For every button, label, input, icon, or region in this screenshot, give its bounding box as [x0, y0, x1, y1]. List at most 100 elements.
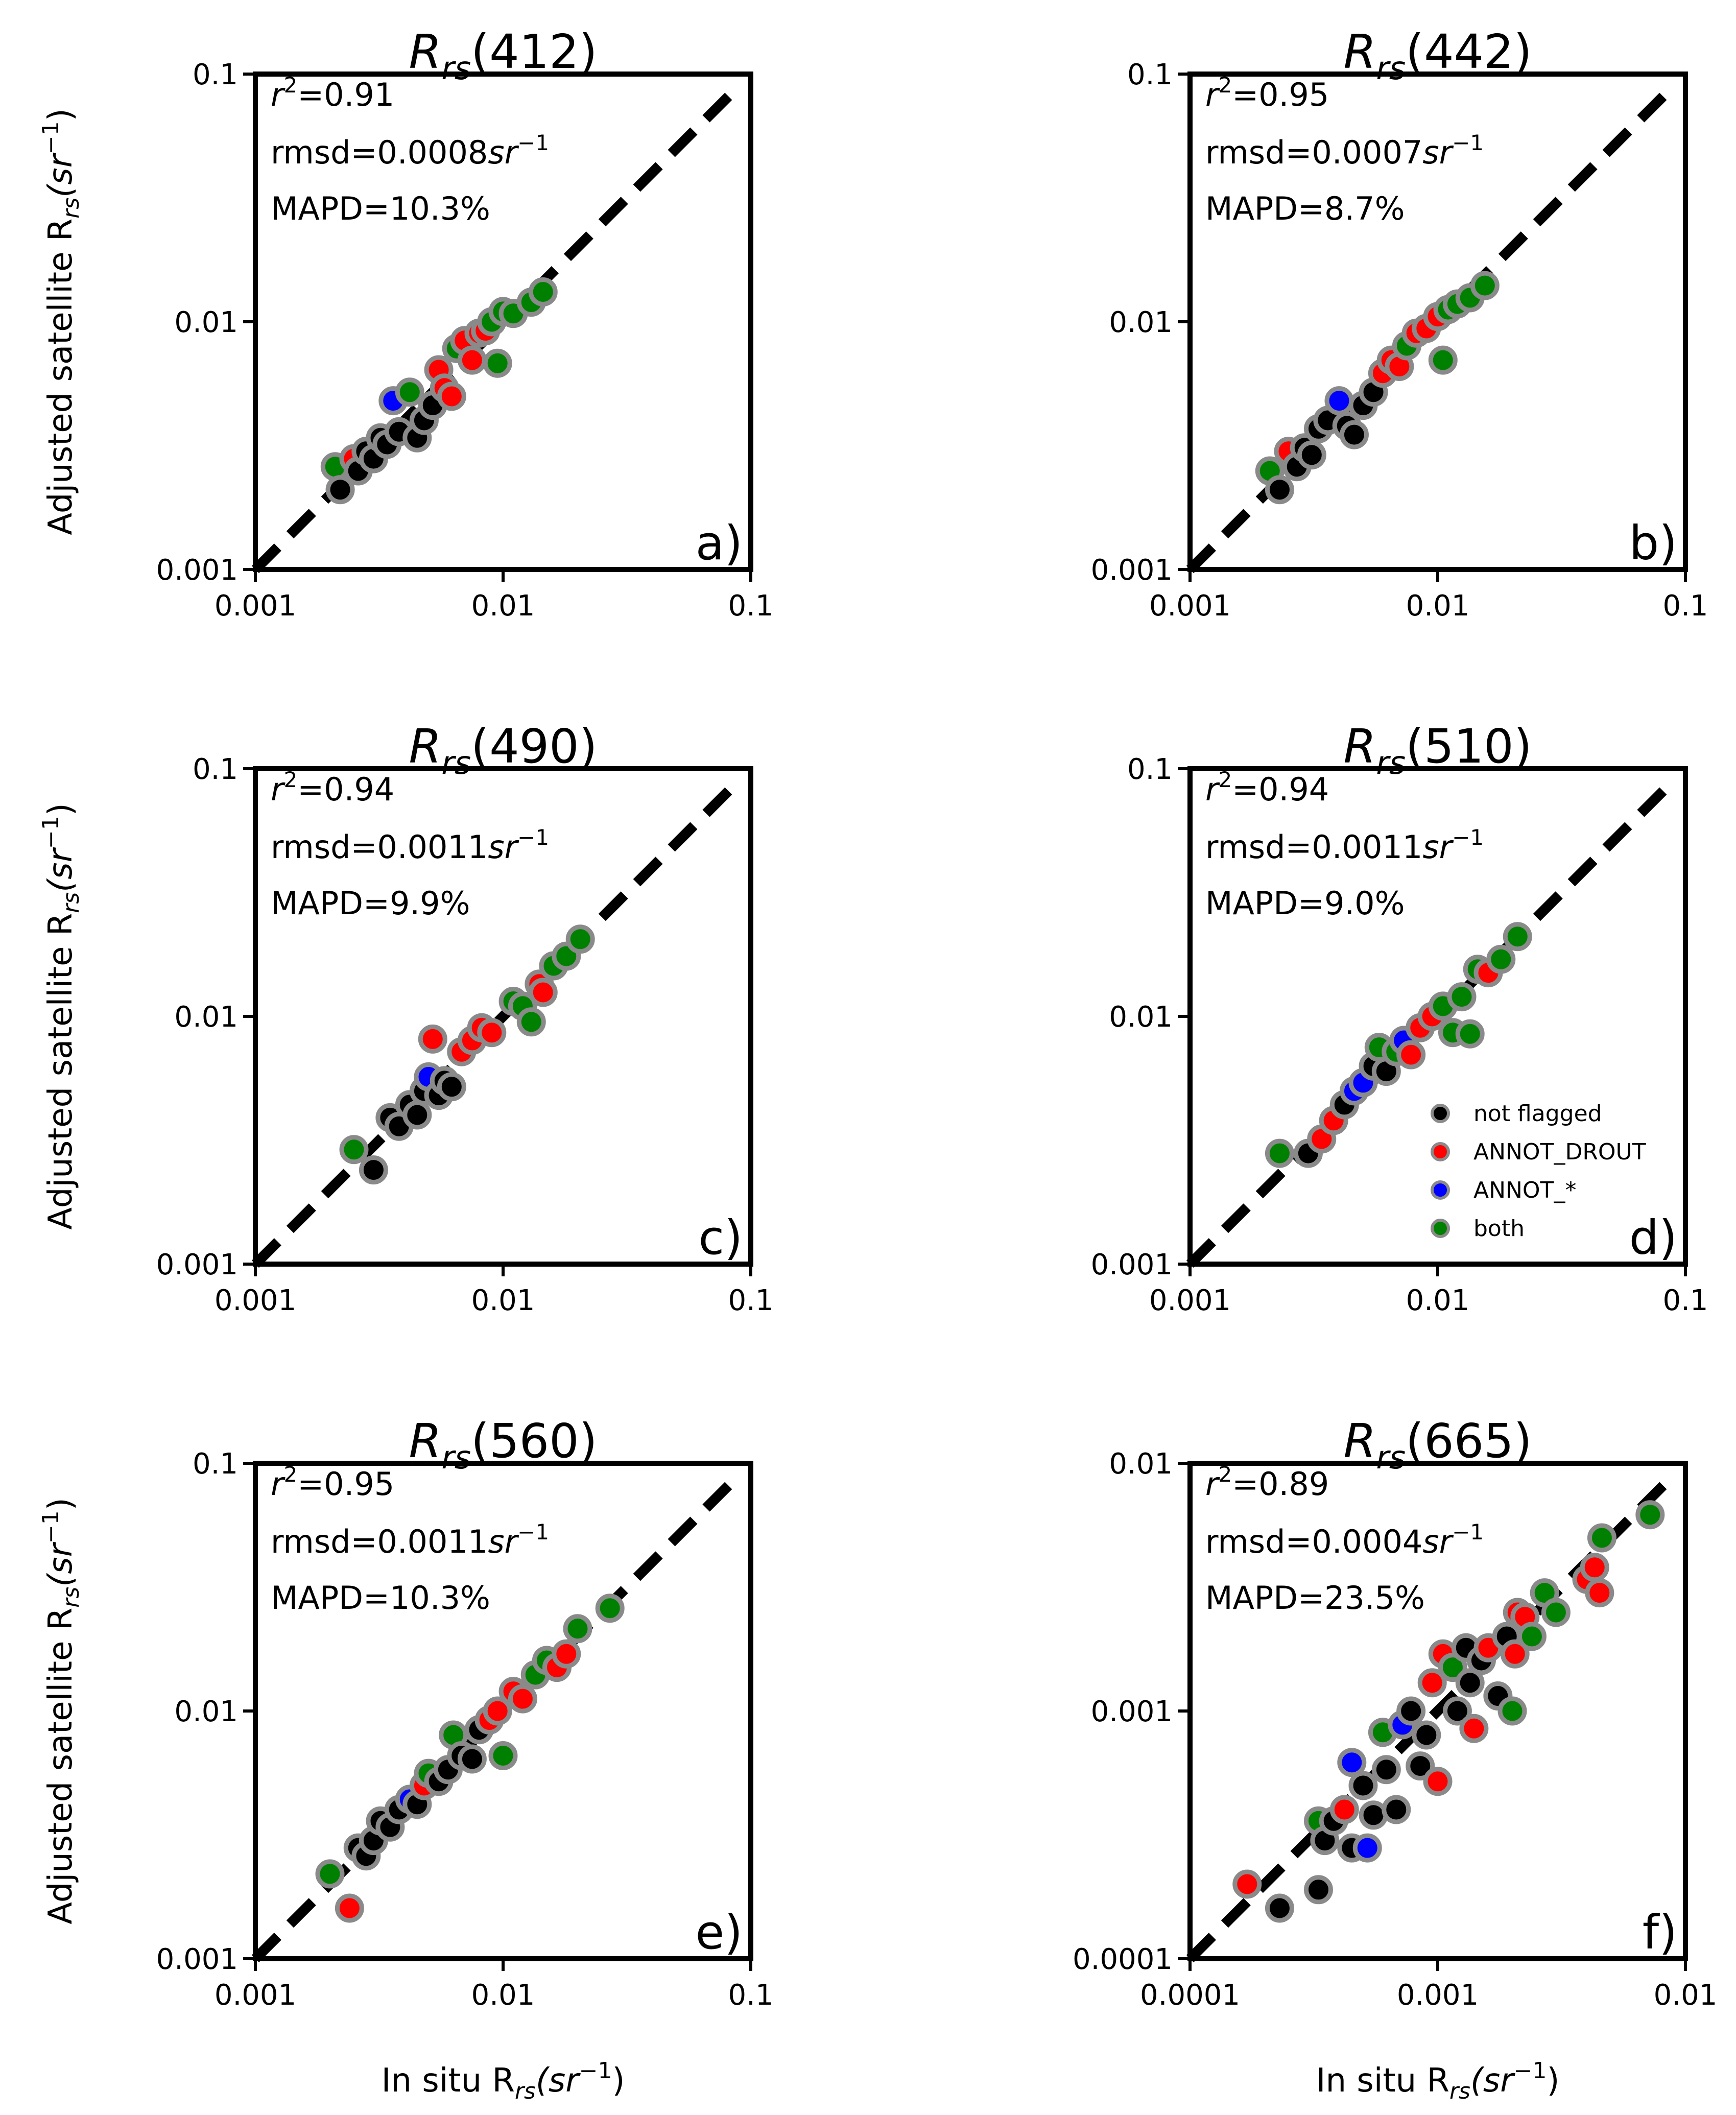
- data-point-black: [1265, 1893, 1294, 1923]
- y-axis-label: Adjusted satellite Rrs(sr−1): [38, 108, 84, 535]
- stat-mapd: MAPD=10.3%: [271, 1579, 490, 1617]
- x-axis-label: In situ Rrs(sr−1): [382, 2058, 625, 2104]
- data-point-black: [1371, 1755, 1401, 1785]
- stat-r2: r2=0.94: [1205, 767, 1329, 808]
- x-tick-label: 0.1: [1662, 1284, 1708, 1317]
- x-tick-label: 0.001: [215, 1979, 296, 2012]
- y-tick-label: 0.01: [174, 1001, 238, 1034]
- data-point-green: [1635, 1500, 1665, 1530]
- data-point-green: [1265, 1138, 1294, 1168]
- y-tick-label: 0.001: [156, 554, 238, 587]
- legend-label: both: [1473, 1216, 1525, 1242]
- x-tick-label: 0.01: [1654, 1979, 1718, 2012]
- data-point-red: [528, 978, 558, 1007]
- data-point-blue: [1352, 1833, 1382, 1863]
- stat-mapd: MAPD=10.3%: [271, 190, 490, 227]
- y-tick-label: 0.01: [1109, 306, 1173, 339]
- data-point-black: [437, 1072, 466, 1102]
- stat-rmsd: rmsd=0.0011sr−1: [271, 1519, 549, 1560]
- data-point-red: [477, 1018, 507, 1048]
- data-point-red: [552, 1639, 581, 1669]
- panel-title: Rrs(442): [1343, 25, 1532, 87]
- data-point-red: [1232, 1869, 1262, 1899]
- panel-letter: b): [1629, 516, 1677, 571]
- data-point-green: [516, 1007, 546, 1037]
- panel-letter: f): [1643, 1905, 1677, 1960]
- data-point-black: [1348, 1771, 1378, 1800]
- panel-title: Rrs(665): [1343, 1414, 1532, 1476]
- data-point-black: [1396, 1696, 1426, 1726]
- panel-letter: c): [699, 1210, 743, 1265]
- x-tick-label: 0.001: [1149, 1284, 1231, 1317]
- data-point-green: [565, 924, 595, 954]
- data-point-red: [483, 1696, 512, 1726]
- data-point-red: [457, 345, 487, 375]
- x-tick-label: 0.001: [1149, 589, 1231, 623]
- y-tick-label: 0.0001: [1073, 1943, 1173, 1976]
- y-tick-label: 0.01: [174, 306, 238, 339]
- stat-r2: r2=0.89: [1205, 1462, 1329, 1503]
- y-tick-label: 0.1: [193, 1447, 238, 1481]
- data-point-green: [1428, 345, 1458, 375]
- data-point-green: [315, 1859, 345, 1889]
- y-tick-label: 0.1: [1127, 58, 1173, 91]
- y-tick-label: 0.01: [174, 1695, 238, 1728]
- legend-marker: [1431, 1180, 1450, 1200]
- panel-letter: a): [696, 516, 743, 571]
- data-point-black: [1359, 1800, 1388, 1830]
- x-tick-label: 0.001: [215, 1284, 296, 1317]
- panel-letter: e): [696, 1905, 743, 1960]
- data-point-red: [1500, 1639, 1530, 1669]
- x-tick-label: 0.001: [215, 589, 296, 623]
- data-point-green: [483, 348, 512, 378]
- x-tick-label: 0.01: [1406, 1284, 1470, 1317]
- data-point-black: [1265, 475, 1294, 505]
- legend-marker: [1431, 1104, 1450, 1123]
- data-point-green: [1587, 1523, 1616, 1553]
- stat-mapd: MAPD=23.5%: [1205, 1579, 1425, 1617]
- x-tick-label: 0.0001: [1140, 1979, 1240, 2012]
- data-point-blue: [1324, 386, 1354, 416]
- data-point-green: [1470, 271, 1500, 300]
- data-point-green: [1517, 1622, 1547, 1651]
- stat-rmsd: rmsd=0.0011sr−1: [271, 825, 549, 866]
- data-point-green: [1447, 982, 1477, 1012]
- data-point-red: [437, 382, 466, 411]
- data-point-black: [1382, 1795, 1411, 1824]
- data-point-red: [508, 1684, 537, 1714]
- legend-label: ANNOT_*: [1473, 1177, 1576, 1203]
- y-tick-label: 0.001: [156, 1943, 238, 1976]
- x-tick-label: 0.001: [1397, 1979, 1479, 2012]
- legend-label: not flagged: [1473, 1101, 1602, 1127]
- data-point-black: [1412, 1720, 1441, 1750]
- data-point-black: [325, 475, 355, 505]
- panel-letter: d): [1629, 1210, 1677, 1265]
- data-point-black: [1406, 1751, 1435, 1781]
- y-axis-label: Adjusted satellite Rrs(sr−1): [38, 803, 84, 1230]
- data-point-red: [1329, 1795, 1359, 1824]
- data-point-red: [1417, 1668, 1447, 1698]
- data-point-red: [1580, 1553, 1609, 1582]
- data-point-red: [1396, 1040, 1426, 1070]
- data-point-green: [488, 1741, 518, 1771]
- y-tick-label: 0.1: [1127, 753, 1173, 786]
- panel-title: Rrs(490): [409, 719, 597, 781]
- data-point-black: [359, 1155, 388, 1185]
- data-point-green: [1541, 1598, 1571, 1627]
- stat-rmsd: rmsd=0.0008sr−1: [271, 130, 549, 171]
- data-point-green: [563, 1614, 592, 1644]
- legend-marker: [1431, 1142, 1450, 1161]
- data-point-green: [1497, 1696, 1527, 1726]
- stat-rmsd: rmsd=0.0004sr−1: [1205, 1519, 1484, 1560]
- data-point-red: [1423, 1767, 1453, 1796]
- data-point-black: [402, 1100, 432, 1130]
- data-point-green: [595, 1594, 625, 1623]
- one-to-one-line: [251, 781, 739, 1268]
- y-tick-label: 0.1: [193, 753, 238, 786]
- x-axis-label: In situ Rrs(sr−1): [1316, 2058, 1560, 2104]
- data-point-black: [1442, 1696, 1472, 1726]
- stat-rmsd: rmsd=0.0011sr−1: [1205, 825, 1484, 866]
